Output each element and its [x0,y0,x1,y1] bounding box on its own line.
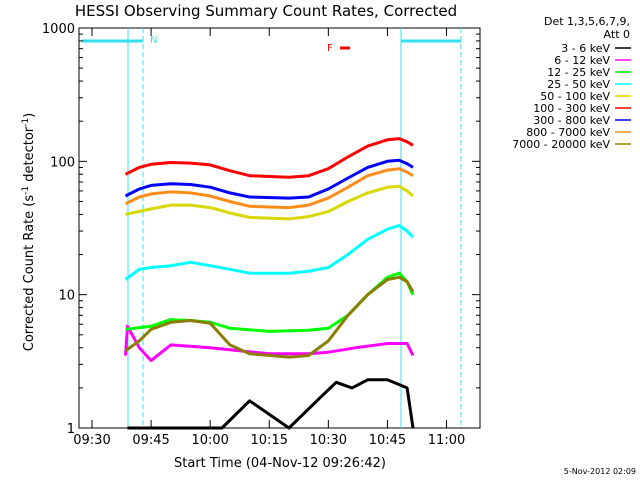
series-layer [124,137,415,430]
legend-header-detectors: Det 1,3,5,6,7,9, [544,15,630,28]
axes-layer: 09:30 09:45 10:00 10:15 10:30 10:45 11:00 1 10 10… [42,22,480,448]
x-tick-label: 10:30 [310,433,347,448]
x-axis-label: Start Time (04-Nov-12 09:26:42) [174,456,386,471]
y-axis-label-sup-1: -1 [21,186,31,195]
y-axis-label-end: ) [22,113,37,118]
legend-label-4: 50 - 100 keV [540,90,610,103]
x-tick-label: 11:00 [428,433,465,448]
y-axis-label: Corrected Count Rate (s-1 detector-1) [21,113,37,351]
legend-label-1: 6 - 12 keV [554,54,610,67]
legend-label-7: 800 - 7000 keV [526,126,610,139]
flare-flag-label: F [327,43,333,54]
legend-label-5: 100 - 300 keV [533,102,610,115]
legend-header-attenuator: Att 0 [604,28,630,41]
series-line-8 [124,275,415,359]
y-axis-label-mid: detector [22,126,37,186]
series-line-1 [124,324,415,363]
night-label: N [150,35,157,46]
legend-label-2: 12 - 25 keV [547,66,610,79]
series-line-5 [124,137,414,179]
legend-label-6: 300 - 800 keV [533,114,610,127]
legend-label-8: 7000 - 20000 keV [512,138,610,151]
series-line-7 [124,167,414,210]
legend-label-3: 25 - 50 keV [547,78,610,91]
series-line-3 [124,224,415,281]
x-tick-label: 10:45 [369,433,406,448]
x-tick-label: 09:45 [132,433,169,448]
x-tick-label: 10:00 [191,433,228,448]
series-line-6 [124,158,414,200]
plot-frame [78,27,481,429]
series-line-4 [125,184,414,221]
x-tick-label: 10:15 [251,433,288,448]
series-line-2 [125,271,415,333]
legend-label-0: 3 - 6 keV [561,42,610,55]
y-tick-label: 10 [58,289,75,304]
x-tick-label: 09:30 [73,433,110,448]
y-tick-label: 1 [67,422,75,437]
series-line-0 [127,378,415,430]
y-tick-label: 1000 [42,22,75,37]
y-tick-label: 100 [50,155,75,170]
y-axis-label-main: Corrected Count Rate (s [22,195,37,352]
generation-timestamp: 5-Nov-2012 02:09 [564,467,636,476]
chart-title: HESSI Observing Summary Count Rates, Cor… [75,2,457,20]
y-axis-label-sup-2: -1 [21,118,31,127]
